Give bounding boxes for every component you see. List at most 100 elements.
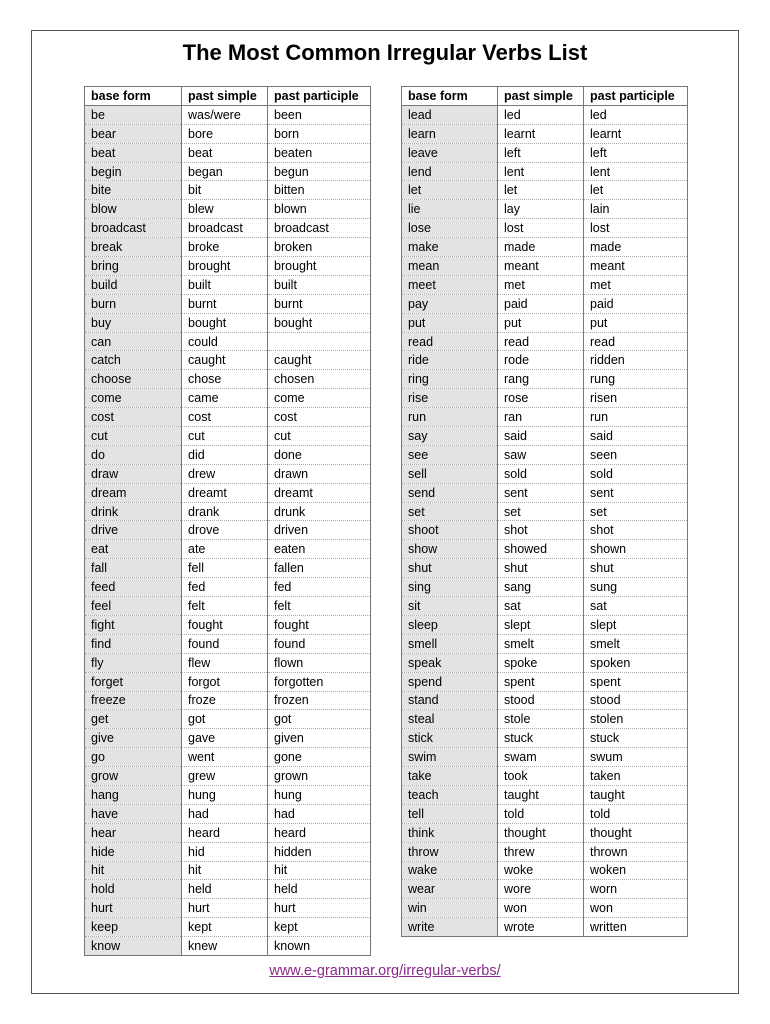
cell: saw	[497, 444, 584, 465]
cell: frozen	[267, 690, 371, 711]
cell: get	[84, 709, 182, 730]
cell: bought	[181, 312, 268, 333]
verb-row: sleep slept slept	[401, 614, 688, 635]
cell: feed	[84, 577, 182, 598]
cell: ride	[401, 350, 498, 371]
verb-row: feel felt felt	[84, 596, 371, 616]
cell: paid	[583, 293, 688, 314]
cell: sat	[583, 596, 688, 616]
cell: led	[497, 104, 584, 125]
cell: had	[181, 803, 268, 824]
cell: kept	[267, 917, 371, 938]
cell: come	[84, 388, 182, 409]
cell: blew	[181, 199, 268, 220]
verb-row: begin began begun	[84, 161, 371, 182]
verb-row: win won won	[401, 898, 688, 919]
cell: run	[583, 407, 688, 428]
cell: swam	[497, 747, 584, 768]
cell: cost	[267, 407, 371, 428]
cell: lent	[583, 161, 688, 182]
cell: spent	[497, 671, 584, 692]
cell: speak	[401, 652, 498, 673]
cell: stolen	[583, 709, 688, 730]
cell: have	[84, 803, 182, 824]
cell: smelt	[497, 633, 584, 654]
verb-row: find found found	[84, 633, 371, 654]
cell: was/were	[181, 104, 268, 125]
cell: hurt	[84, 898, 182, 919]
verb-row: spend spent spent	[401, 671, 688, 692]
cell: burn	[84, 293, 182, 314]
cell: hung	[267, 784, 371, 805]
cell: come	[267, 388, 371, 409]
verb-row: let let let	[401, 180, 688, 201]
verb-row: lie lay lain	[401, 199, 688, 220]
cell: met	[497, 274, 584, 295]
cell: lend	[401, 161, 498, 182]
verb-row: take took taken	[401, 766, 688, 786]
cell: driven	[267, 520, 371, 541]
cell: let	[401, 180, 498, 201]
cell: begun	[267, 161, 371, 182]
cell: forgotten	[267, 671, 371, 692]
cell: fought	[267, 614, 371, 635]
cell: broke	[181, 237, 268, 258]
header-row: base form past simple past participle	[401, 86, 688, 106]
cell: go	[84, 747, 182, 768]
cell: sing	[401, 577, 498, 598]
verb-row: cut cut cut	[84, 426, 371, 446]
verb-row: meet met met	[401, 274, 688, 295]
cell: held	[267, 879, 371, 900]
cell: shoot	[401, 520, 498, 541]
cell: take	[401, 766, 498, 786]
verb-row: ring rang rung	[401, 369, 688, 390]
verb-row: break broke broken	[84, 237, 371, 258]
verb-row: steal stole stolen	[401, 709, 688, 730]
cell: teach	[401, 784, 498, 805]
cell: fed	[181, 577, 268, 598]
cell: sung	[583, 577, 688, 598]
cell: keep	[84, 917, 182, 938]
cell: broken	[267, 237, 371, 258]
cell: know	[84, 936, 182, 956]
cell: hung	[181, 784, 268, 805]
cell: sang	[497, 577, 584, 598]
verb-row: fall fell fallen	[84, 558, 371, 579]
cell: spoke	[497, 652, 584, 673]
cell: stood	[497, 690, 584, 711]
cell: grow	[84, 766, 182, 786]
cell: told	[497, 803, 584, 824]
cell: cut	[84, 426, 182, 446]
cell: sat	[497, 596, 584, 616]
cell: stick	[401, 728, 498, 749]
verb-row: choose chose chosen	[84, 369, 371, 390]
verb-row: learn learnt learnt	[401, 123, 688, 144]
cell: froze	[181, 690, 268, 711]
verb-row: tell told told	[401, 803, 688, 824]
verb-row: speak spoke spoken	[401, 652, 688, 673]
cell: sell	[401, 463, 498, 484]
cell: shut	[401, 558, 498, 579]
verb-row: dream dreamt dreamt	[84, 482, 371, 503]
verb-row: grow grew grown	[84, 766, 371, 786]
cell: shut	[497, 558, 584, 579]
cell: do	[84, 444, 182, 465]
cell: dreamt	[267, 482, 371, 503]
cell: drove	[181, 520, 268, 541]
cell: drink	[84, 501, 182, 522]
verb-row: rise rose risen	[401, 388, 688, 409]
verb-row: buy bought bought	[84, 312, 371, 333]
cell: spent	[583, 671, 688, 692]
verb-row: sing sang sung	[401, 577, 688, 598]
cell: read	[497, 331, 584, 352]
cell: bitten	[267, 180, 371, 201]
cell: wear	[401, 879, 498, 900]
cell: thought	[583, 822, 688, 843]
footer-link[interactable]: www.e-grammar.org/irregular-verbs/	[269, 963, 501, 979]
cell: spoken	[583, 652, 688, 673]
cell: cost	[181, 407, 268, 428]
cell: give	[84, 728, 182, 749]
cell: begin	[84, 161, 182, 182]
cell: caught	[181, 350, 268, 371]
cell: caught	[267, 350, 371, 371]
